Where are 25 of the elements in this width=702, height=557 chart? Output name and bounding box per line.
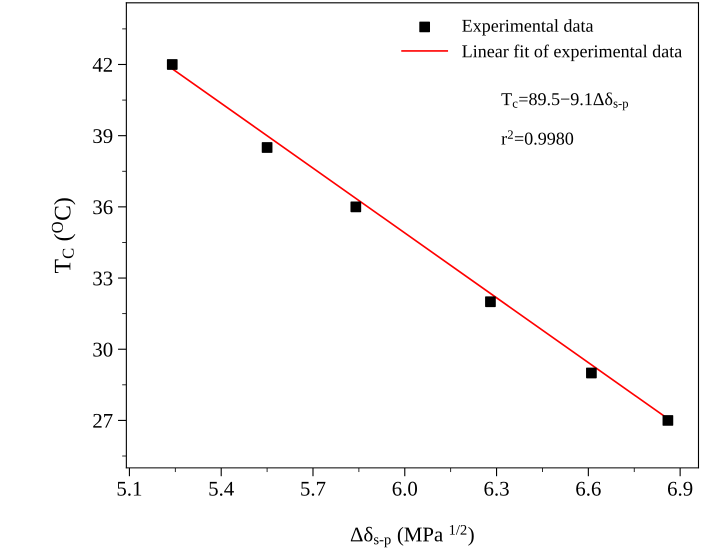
point: [485, 296, 496, 308]
y-axis-title: T$_{C}$ ($^{O}$C): [52, 198, 76, 274]
x-tick-label: 5.4: [209, 482, 234, 496]
x-axis-title: Δδ$_{s-p}$ (MPa $^{1/2}$): [350, 524, 474, 548]
y-tick-label: 36: [93, 200, 113, 214]
point: [166, 59, 178, 70]
legend-label: Experimental data: [462, 19, 594, 36]
annotation: r$^{2}$=0.9980: [501, 130, 574, 145]
x-tick-label: 6.6: [576, 482, 601, 496]
x-tick-label: 6.0: [392, 482, 418, 496]
y-tick-label: 27: [93, 414, 113, 428]
x-tick-label: 6.3: [484, 482, 509, 496]
y-tick-label: 42: [92, 58, 112, 72]
y-tick-label: 39: [93, 129, 112, 144]
x-tick-label: 5.7: [301, 482, 326, 496]
annotation: T$_{c}$=89.5−9.1Δδ$_{s-p}$: [501, 92, 628, 110]
point: [350, 202, 362, 212]
point: [262, 142, 272, 153]
x-tick-label: 5.1: [118, 482, 142, 496]
y-tick-label: 33: [93, 271, 112, 286]
point: [662, 415, 674, 426]
y-tick-label: 30: [93, 342, 112, 357]
legend-label: Linear fit of experimental data: [462, 44, 682, 62]
point: [586, 368, 597, 378]
x-tick-label: 6.9: [668, 482, 692, 496]
